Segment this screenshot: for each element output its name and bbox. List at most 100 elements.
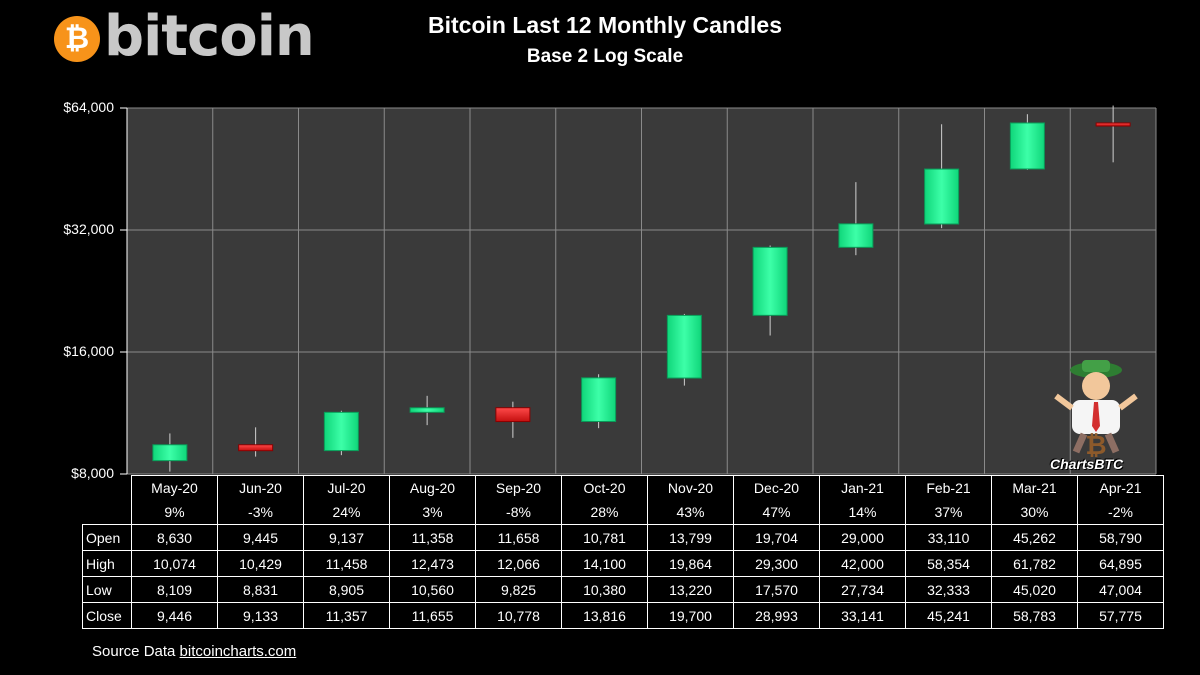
bitcoin-wordmark: bitcoin [104,4,315,69]
chart-title: Bitcoin Last 12 Monthly Candles [428,12,782,38]
table-cell: 9,133 [217,602,304,629]
table-cell: 13,220 [647,576,734,603]
table-cell: 8,630 [131,524,218,551]
svg-text:₿: ₿ [1085,431,1106,461]
table-cell: 10,778 [475,602,562,629]
y-tick-label: $64,000 [63,99,114,115]
table-cell: 32,333 [905,576,992,603]
table-cell: 58,790 [1077,524,1164,551]
table-cell: 14,100 [561,550,648,577]
table-cell: 11,358 [389,524,476,551]
table-cell: 27,734 [819,576,906,603]
percent-change-label: 47% [733,500,820,525]
month-label: May-20 [131,475,218,500]
candle-body-up [409,407,445,413]
table-cell: 47,004 [1077,576,1164,603]
table-cell: 19,704 [733,524,820,551]
table-cell: 13,816 [561,602,648,629]
table-cell: 45,262 [991,524,1078,551]
percent-change-label: 28% [561,500,648,525]
table-row-label: Open [82,524,132,551]
table-cell: 19,700 [647,602,734,629]
percent-change-label: 3% [389,500,476,525]
table-cell: 9,137 [303,524,390,551]
bitcoin-coin-icon: ₿ [54,16,100,62]
table-cell: 10,560 [389,576,476,603]
table-cell: 33,141 [819,602,906,629]
candle-body-up [752,246,788,316]
table-cell: 13,799 [647,524,734,551]
month-label: Mar-21 [991,475,1078,500]
table-cell: 11,655 [389,602,476,629]
percent-change-label: -8% [475,500,562,525]
candle-body-up [1009,122,1045,170]
month-label: Nov-20 [647,475,734,500]
candle-body-up [152,444,188,462]
candle-body-up [666,314,702,379]
candle-body-up [838,223,874,248]
chartsbtc-label: ChartsBTC [1050,456,1124,472]
table-cell: 8,831 [217,576,304,603]
y-tick-label: $8,000 [71,465,114,481]
chartsbtc-mascot-icon: ₿ [1054,360,1138,461]
month-label: Aug-20 [389,475,476,500]
candle-body-up [581,377,617,422]
table-row: Open 8,630 9,445 9,137 11,358 11,658 10,781 13,… [82,524,1164,551]
table-cell: 8,109 [131,576,218,603]
table-cell: 64,895 [1077,550,1164,577]
table-cell: 45,241 [905,602,992,629]
table-corner [83,476,132,501]
month-label: Sep-20 [475,475,562,500]
percent-change-label: -2% [1077,500,1164,525]
table-row-label: High [82,550,132,577]
table-cell: 58,783 [991,602,1078,629]
candle-body-up [323,411,359,452]
table-cell: 9,825 [475,576,562,603]
table-cell: 33,110 [905,524,992,551]
month-label: Jun-20 [217,475,304,500]
ohlc-data-table: May-20 Jun-20 Jul-20 Aug-20 Sep-20 Oct-20 Nov-… [82,475,1164,629]
month-label: Feb-21 [905,475,992,500]
table-row: Low 8,109 8,831 8,905 10,560 9,825 10,380 13,22… [82,576,1164,603]
table-cell: 42,000 [819,550,906,577]
table-cell: 12,066 [475,550,562,577]
table-cell: 29,000 [819,524,906,551]
percent-change-label: 9% [131,500,218,525]
table-cell: 11,458 [303,550,390,577]
table-header-row: 9% -3% 24% 3% -8% 28% 43% 47% 14% 37% 30% -2% [83,500,1164,525]
table-cell: 28,993 [733,602,820,629]
table-cell: 58,354 [905,550,992,577]
month-label: Jul-20 [303,475,390,500]
table-cell: 8,905 [303,576,390,603]
y-tick-label: $16,000 [63,343,114,359]
source-prefix: Source Data [92,643,180,660]
table-header-row: May-20 Jun-20 Jul-20 Aug-20 Sep-20 Oct-20 Nov-… [83,475,1164,501]
candle-body-up [924,168,960,225]
table-row: High 10,074 10,429 11,458 12,473 12,066 14,100… [82,550,1164,577]
table-cell: 11,658 [475,524,562,551]
table-cell: 10,429 [217,550,304,577]
percent-change-label: 24% [303,500,390,525]
percent-change-label: 37% [905,500,992,525]
percent-change-label: 14% [819,500,906,525]
candle-body-down [495,407,531,423]
table-cell: 17,570 [733,576,820,603]
source-link[interactable]: bitcoincharts.com [179,643,297,660]
table-cell: 10,781 [561,524,648,551]
source-note: Source Data bitcoincharts.com [92,643,296,660]
table-cell: 57,775 [1077,602,1164,629]
month-label: Jan-21 [819,475,906,500]
month-label: Oct-20 [561,475,648,500]
percent-change-label: 30% [991,500,1078,525]
month-label: Dec-20 [733,475,820,500]
candles [152,105,1131,472]
table-cell: 45,020 [991,576,1078,603]
gridlines [120,107,1157,475]
table-cell: 19,864 [647,550,734,577]
table-row: Close 9,446 9,133 11,357 11,655 10,778 13,816 1… [82,602,1164,629]
table-row-label: Close [82,602,132,629]
table-row-label: Low [82,576,132,603]
y-tick-label: $32,000 [63,221,114,237]
table-corner [83,500,132,525]
